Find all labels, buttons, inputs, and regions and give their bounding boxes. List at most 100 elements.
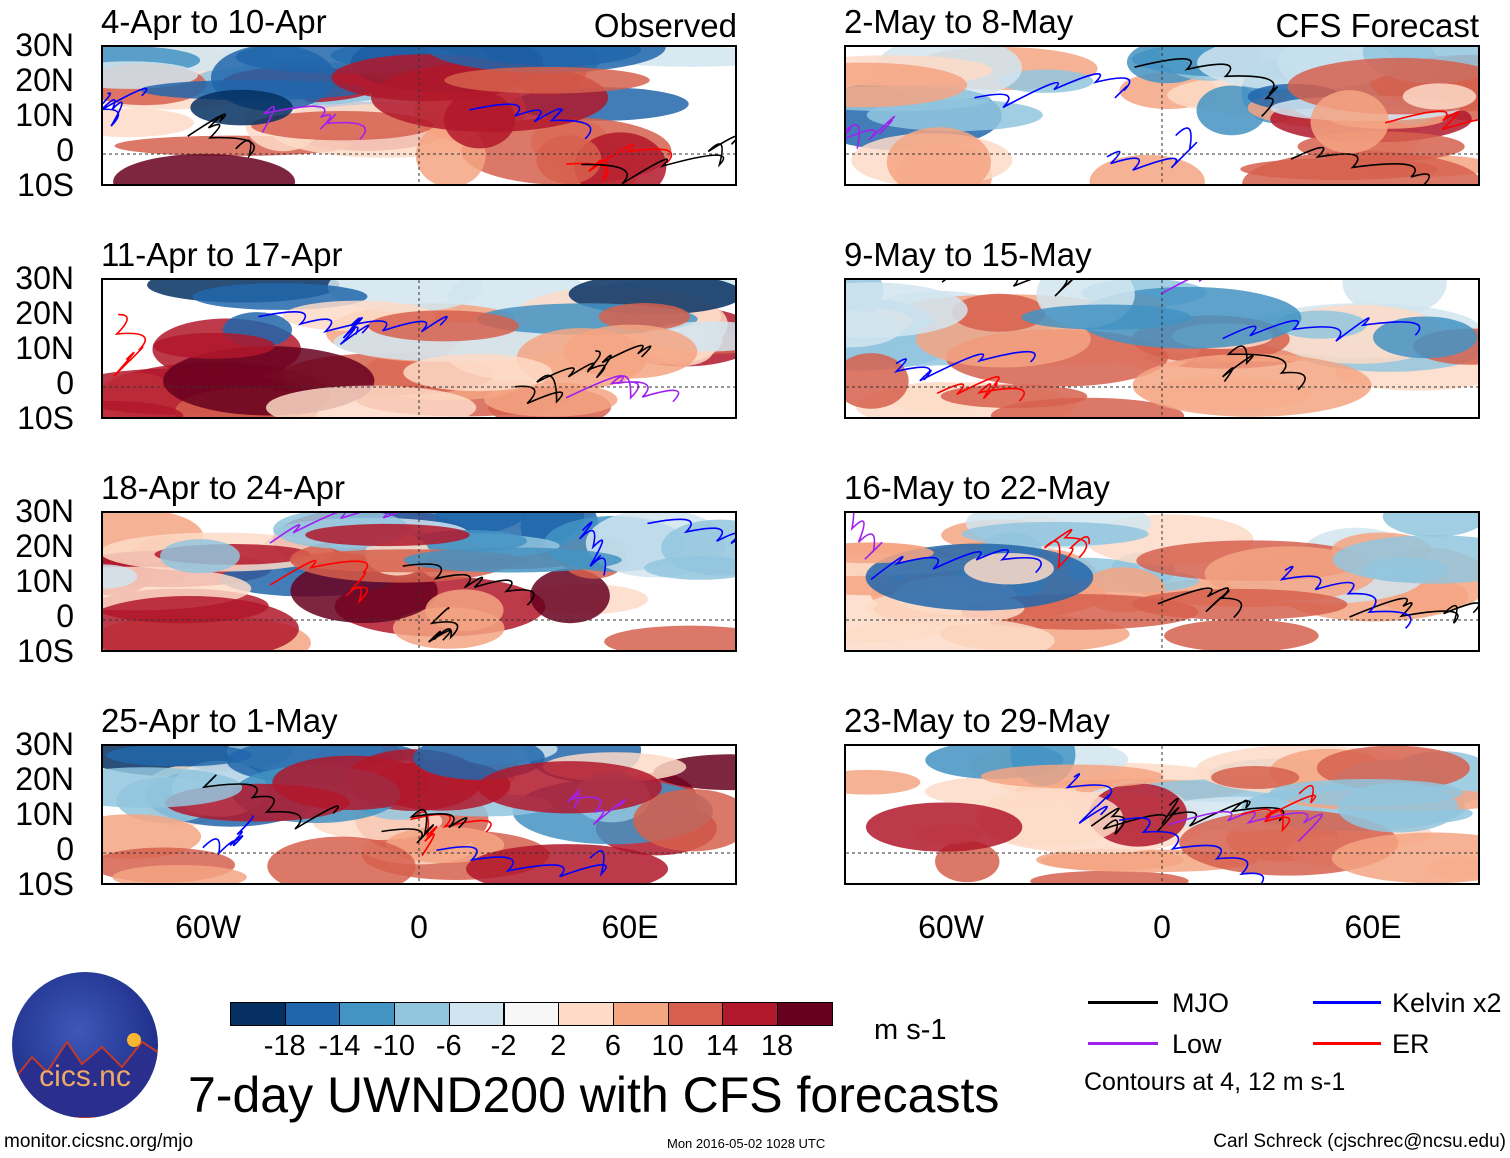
wind-anomaly-shading — [661, 519, 735, 576]
lat-label: 10N — [15, 563, 74, 599]
wave-contour — [850, 513, 883, 560]
wind-anomaly-shading — [425, 589, 504, 631]
wave-contour — [870, 548, 1042, 581]
wave-contour — [1106, 127, 1198, 171]
colorbar-swatch — [777, 1002, 833, 1026]
wind-anomaly-shading — [846, 62, 968, 108]
wave-contour — [587, 344, 652, 379]
wind-anomaly-shading — [604, 625, 735, 650]
wind-anomaly-shading — [1240, 158, 1439, 181]
lat-label: 30N — [15, 27, 74, 63]
colorbar-label: 2 — [550, 1030, 567, 1062]
wind-anomaly-shading — [113, 153, 296, 184]
wind-anomaly-shading — [305, 523, 470, 547]
colorbar-swatch — [284, 1002, 341, 1026]
lat-label: 10S — [17, 633, 74, 669]
wave-contour — [269, 559, 369, 605]
wind-anomaly-shading — [103, 767, 243, 808]
panel-title: 11-Apr to 17-Apr — [101, 236, 343, 273]
wave-contour — [469, 103, 592, 140]
wind-anomaly-shading — [1131, 588, 1348, 620]
wave-contour — [261, 105, 366, 140]
wind-anomaly-shading — [940, 384, 1088, 409]
wave-contour — [566, 144, 673, 181]
wind-anomaly-shading — [103, 61, 199, 89]
map-panel — [101, 278, 737, 419]
colorbar-swatch — [612, 1002, 669, 1026]
panel-tag: Observed — [593, 7, 737, 44]
wind-anomaly-shading — [153, 332, 275, 359]
footer-url[interactable]: monitor.cicsnc.org/mjo — [4, 1131, 194, 1152]
colorbar-label: -2 — [490, 1030, 517, 1062]
panel-title: 23-May to 29-May — [844, 702, 1110, 739]
wind-anomaly-shading — [190, 89, 293, 126]
wind-anomaly-shading — [1310, 90, 1389, 154]
wave-contour — [269, 513, 400, 544]
lon-label: 60E — [601, 909, 659, 945]
legend-line-low — [1088, 1042, 1158, 1045]
wave-contour — [1349, 597, 1478, 624]
panel-title: 2-May to 8-May — [844, 3, 1074, 40]
lat-label: 20N — [15, 761, 74, 797]
wind-anomaly-shading — [103, 596, 299, 650]
panel-title: 4-Apr to 10-Apr — [101, 3, 327, 40]
colorbar-label: -14 — [318, 1030, 361, 1062]
wind-anomaly-shading — [1362, 557, 1449, 583]
wave-contour — [436, 845, 607, 878]
colorbar-swatch — [667, 1002, 724, 1026]
legend-line-er — [1313, 1042, 1381, 1045]
lat-label: 0 — [56, 831, 74, 867]
wave-contour — [1043, 528, 1090, 570]
legend-label-er: ER — [1392, 1029, 1430, 1059]
colorbar-label: 10 — [651, 1030, 684, 1062]
colorbar-swatch — [394, 1002, 450, 1026]
wind-anomaly-shading — [563, 324, 698, 379]
lon-label: 0 — [1153, 909, 1171, 945]
wind-anomaly-shading — [1021, 304, 1192, 330]
colorbar-swatch — [339, 1002, 396, 1026]
wave-contour — [103, 87, 148, 127]
map-panel — [101, 511, 737, 652]
wind-anomaly-shading — [846, 617, 1055, 650]
wave-contour — [1279, 565, 1412, 629]
lat-label: 30N — [15, 726, 74, 762]
lat-label: 30N — [15, 260, 74, 296]
lat-label: 10N — [15, 97, 74, 133]
panel-title: 18-Apr to 24-Apr — [101, 469, 345, 506]
lon-label: 0 — [410, 909, 428, 945]
colorbar-swatch — [722, 1002, 778, 1026]
wind-anomaly-shading — [1164, 619, 1319, 650]
lat-label: 20N — [15, 528, 74, 564]
wind-anomaly-shading — [403, 353, 553, 392]
wave-contour — [1065, 773, 1113, 824]
wind-anomaly-shading — [160, 539, 240, 574]
wave-contour — [893, 350, 1036, 382]
wind-anomaly-shading — [633, 789, 735, 852]
wave-contour — [258, 311, 448, 334]
wave-contour — [402, 563, 535, 606]
figure-title: 7-day UWND200 with CFS forecasts — [188, 1067, 1000, 1123]
lon-label: 60E — [1344, 909, 1402, 945]
colorbar-swatch — [448, 1002, 505, 1026]
wave-contour — [647, 518, 735, 552]
wave-contour — [1240, 784, 1317, 833]
lat-label: 10S — [17, 400, 74, 436]
map-panel — [844, 744, 1480, 885]
wind-anomaly-shading — [266, 385, 477, 417]
wind-anomaly-shading — [846, 769, 921, 795]
wind-anomaly-shading — [1382, 513, 1478, 537]
footer-author: Carl Schreck (cjschrec@ncsu.edu) — [1213, 1131, 1506, 1152]
wave-contour — [974, 73, 1131, 109]
wind-anomaly-shading — [846, 353, 909, 409]
wind-anomaly-shading — [251, 110, 434, 141]
wind-anomaly-shading — [1036, 848, 1184, 871]
lat-label: 20N — [15, 62, 74, 98]
logo-text: cics.nc — [39, 1060, 131, 1093]
wind-anomaly-shading — [980, 764, 1164, 789]
map-panel — [101, 744, 737, 885]
wave-contour — [941, 280, 1074, 297]
wave-contour — [202, 815, 254, 856]
map-panel — [101, 45, 737, 186]
wind-anomaly-shading — [484, 382, 618, 417]
wind-anomaly-shading — [1402, 83, 1477, 110]
